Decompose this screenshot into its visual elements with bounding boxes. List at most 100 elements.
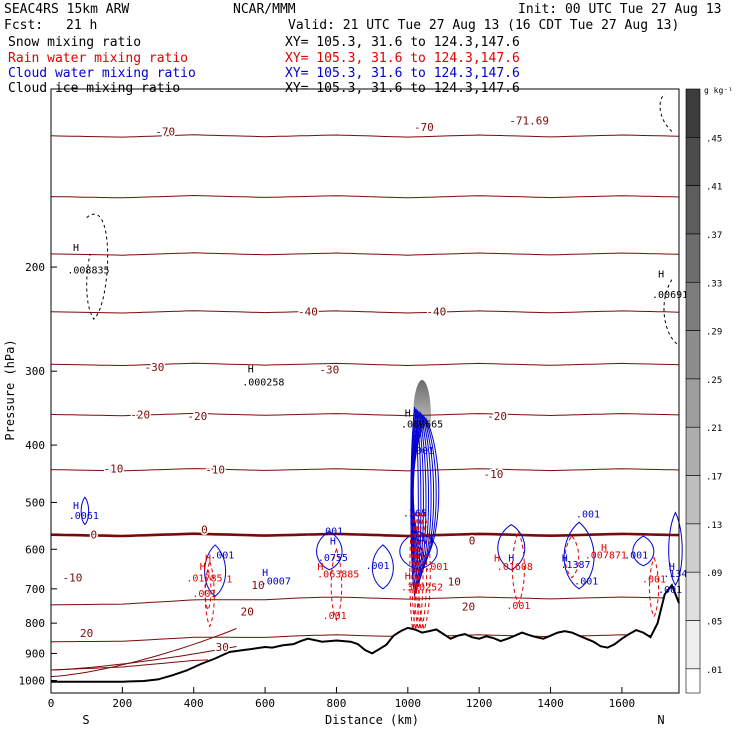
ice-contour-left (86, 213, 109, 320)
colorbar-label: .33 (706, 279, 722, 289)
x-axis-label: Distance (km) (325, 713, 419, 727)
cloud-water-cell-4 (497, 523, 526, 571)
isotherm-label: 20 (241, 606, 254, 619)
terrain-line (51, 583, 680, 683)
colorbar-swatch (685, 330, 701, 380)
contour-labels: -70 -70 -71.69 -40 -40 -30 -30 -20 -20 -20 -10 -10 -… (61, 113, 688, 655)
isotherm-label: -40 (298, 306, 318, 319)
plot-border (50, 88, 680, 694)
colorbar-label: .41 (706, 183, 722, 193)
maximum-value-label: .063885 (317, 570, 359, 581)
maximum-marker: H (601, 543, 607, 554)
rain-cell-1b (204, 568, 212, 612)
isotherm--40 (50, 310, 680, 314)
isotherm-label: -10 (104, 462, 124, 475)
isotherm-label: 20 (462, 601, 475, 614)
maximum-value-label: .00691 (652, 290, 688, 301)
isotherm-label: -40 (426, 306, 446, 319)
colorbar-swatch (685, 523, 701, 573)
isotherm-label: -30 (319, 363, 339, 376)
y-tick-label: 800 (25, 617, 45, 630)
maximum-value-label: .001 (658, 585, 682, 596)
y-tick-label: 200 (25, 261, 45, 274)
org-title: NCAR/MMM (233, 2, 296, 17)
x-tick-label: 600 (255, 697, 275, 710)
maximum-value-label: 1 (226, 574, 232, 585)
y-tick-label: 600 (25, 543, 45, 556)
isotherm--50 (50, 252, 680, 256)
rain-cell-4 (512, 530, 525, 605)
maximum-marker: H (205, 554, 211, 565)
colorbar-label: .25 (706, 376, 722, 386)
colorbar-label: .21 (706, 424, 722, 434)
x-tick-label: 0 (48, 697, 55, 710)
colorbar-label: .05 (706, 618, 722, 628)
model-title: SEAC4RS 15km ARW (4, 2, 130, 17)
isotherm-label: 10 (251, 579, 264, 592)
init-time: Init: 00 UTC Tue 27 Aug 13 (518, 2, 722, 17)
colorbar-swatch (685, 571, 701, 621)
isotherm-label: 0 (201, 524, 208, 537)
colorbar-label: .09 (706, 569, 722, 579)
fcst-value: 21 h (66, 18, 98, 33)
plot-frame (50, 88, 680, 694)
rain-cell-6 (649, 556, 660, 618)
maximum-value-label: .001 (506, 601, 530, 612)
maximum-marker: H (494, 554, 500, 565)
isotherm--10 (50, 468, 680, 472)
maximum-marker: H (658, 269, 664, 280)
cloud-water-cell-6 (632, 535, 655, 567)
colorbar-label: .45 (706, 134, 722, 144)
maximum-value-label: .0755 (318, 553, 348, 564)
maximum-value-label: .001 (576, 509, 600, 520)
y-axis-label: Pressure (hPa) (3, 339, 17, 440)
isotherm-label: 10 (448, 575, 461, 588)
colorbar-label: .01 (706, 666, 722, 676)
maximum-marker: H (248, 365, 254, 376)
maximum-marker: H (200, 562, 206, 573)
maximum-value-label: .01785 (186, 574, 222, 585)
colorbar-swatch (685, 426, 701, 476)
maximum-value-label: .001 (624, 550, 648, 561)
terrain-layer (51, 583, 680, 693)
maximum-value-label: .001 (192, 589, 216, 600)
maximum-value-label: .01608 (497, 562, 533, 573)
maximum-value-label: .007871 (585, 550, 627, 561)
isotherm-label: 0 (91, 528, 98, 541)
colorbar-swatch (685, 475, 701, 525)
colorbar: .45 .41 .37 .33 .29 .25 .21 .17 .13 .09 .05 .01 g kg… (685, 86, 733, 694)
maximum-value-label: .365 (403, 508, 427, 519)
maximum-value-label: .1387 (560, 560, 590, 571)
maximum-marker: H (508, 554, 514, 565)
isotherm-label: -30 (145, 361, 165, 374)
x-tick-label: 1200 (466, 697, 493, 710)
maximum-value-label: .001 (642, 574, 666, 585)
rain-cell-2 (330, 547, 343, 622)
rain-cell-5 (564, 535, 580, 579)
maximum-marker: H (405, 408, 411, 419)
cloud-water-cell-0 (80, 496, 90, 526)
colorbar-label: .37 (706, 231, 722, 241)
cloud-water-cell-7 (668, 511, 683, 587)
y-tick-label: 700 (25, 583, 45, 596)
isotherm-label: 20 (80, 627, 93, 640)
terrain-fill (51, 585, 679, 693)
maximum-marker: H (669, 562, 675, 573)
temperature-contours (50, 134, 680, 678)
field-xy-rain: XY= 105.3, 31.6 to 124.3,147.6 (285, 51, 520, 66)
field-name-snow: Snow mixing ratio (8, 35, 142, 50)
isotherm-label: -70 (155, 126, 175, 139)
maximum-value-label: .0007 (261, 577, 291, 588)
isotherm--70 (50, 134, 680, 138)
maximum-value-label: .340252 (401, 582, 443, 593)
isotherm-20 (51, 634, 651, 643)
hydrometeor-contours (80, 93, 683, 632)
field-name-rain: Rain water mixing ratio (8, 51, 189, 66)
maximum-value-label: .001 (319, 527, 343, 538)
maximum-value-label: .001 (574, 577, 598, 588)
isotherm-label: 30 (216, 641, 229, 654)
valid-time: Valid: 21 UTC Tue 27 Aug 13 (16 CDT Tue … (288, 18, 680, 33)
x-tick-label: 1600 (609, 697, 636, 710)
